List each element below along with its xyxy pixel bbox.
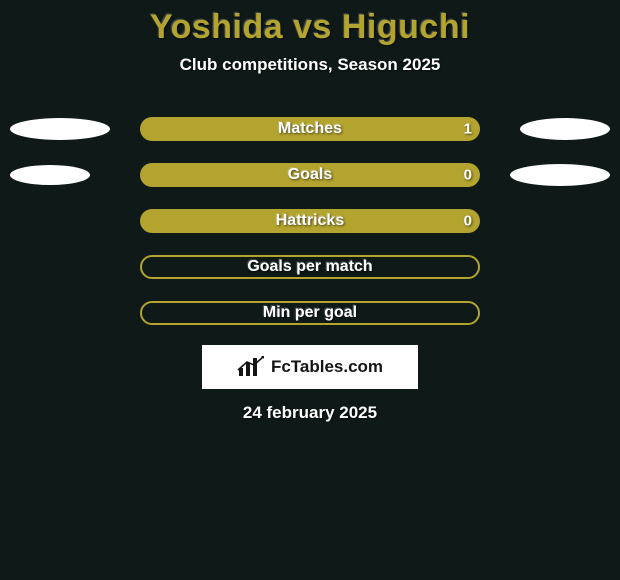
page-subtitle: Club competitions, Season 2025 bbox=[0, 55, 620, 75]
stat-row-matches: Matches 1 bbox=[0, 117, 620, 141]
stat-bar: Goals per match bbox=[140, 255, 480, 279]
stat-bar-label: Goals per match bbox=[142, 258, 478, 276]
comparison-infographic: Yoshida vs Higuchi Club competitions, Se… bbox=[0, 0, 620, 580]
stat-bar: Min per goal bbox=[140, 301, 480, 325]
snapshot-date: 24 february 2025 bbox=[0, 403, 620, 423]
ellipse-right-icon bbox=[520, 118, 610, 140]
stat-row-hattricks: Hattricks 0 bbox=[0, 209, 620, 233]
stat-bar-value: 0 bbox=[464, 213, 472, 230]
stat-row-goals-per-match: Goals per match bbox=[0, 255, 620, 279]
source-logo: FcTables.com bbox=[202, 345, 418, 389]
bar-chart-icon bbox=[237, 356, 265, 378]
stat-bar: Hattricks 0 bbox=[140, 209, 480, 233]
stat-bar-fill bbox=[140, 163, 480, 187]
stat-row-goals: Goals 0 bbox=[0, 163, 620, 187]
stat-bar-value: 1 bbox=[464, 121, 472, 138]
stat-bar-fill bbox=[140, 209, 480, 233]
stat-bar-fill bbox=[140, 117, 480, 141]
stat-row-min-per-goal: Min per goal bbox=[0, 301, 620, 325]
stat-bar: Goals 0 bbox=[140, 163, 480, 187]
stat-bar: Matches 1 bbox=[140, 117, 480, 141]
logo-text: FcTables.com bbox=[271, 357, 383, 377]
stat-bar-label: Min per goal bbox=[142, 304, 478, 322]
ellipse-left-icon bbox=[10, 118, 110, 140]
page-title: Yoshida vs Higuchi bbox=[0, 0, 620, 47]
ellipse-right-icon bbox=[510, 164, 610, 186]
stat-rows: Matches 1 Goals 0 Hattricks 0 Goals pe bbox=[0, 117, 620, 325]
ellipse-left-icon bbox=[10, 165, 90, 185]
stat-bar-value: 0 bbox=[464, 167, 472, 184]
